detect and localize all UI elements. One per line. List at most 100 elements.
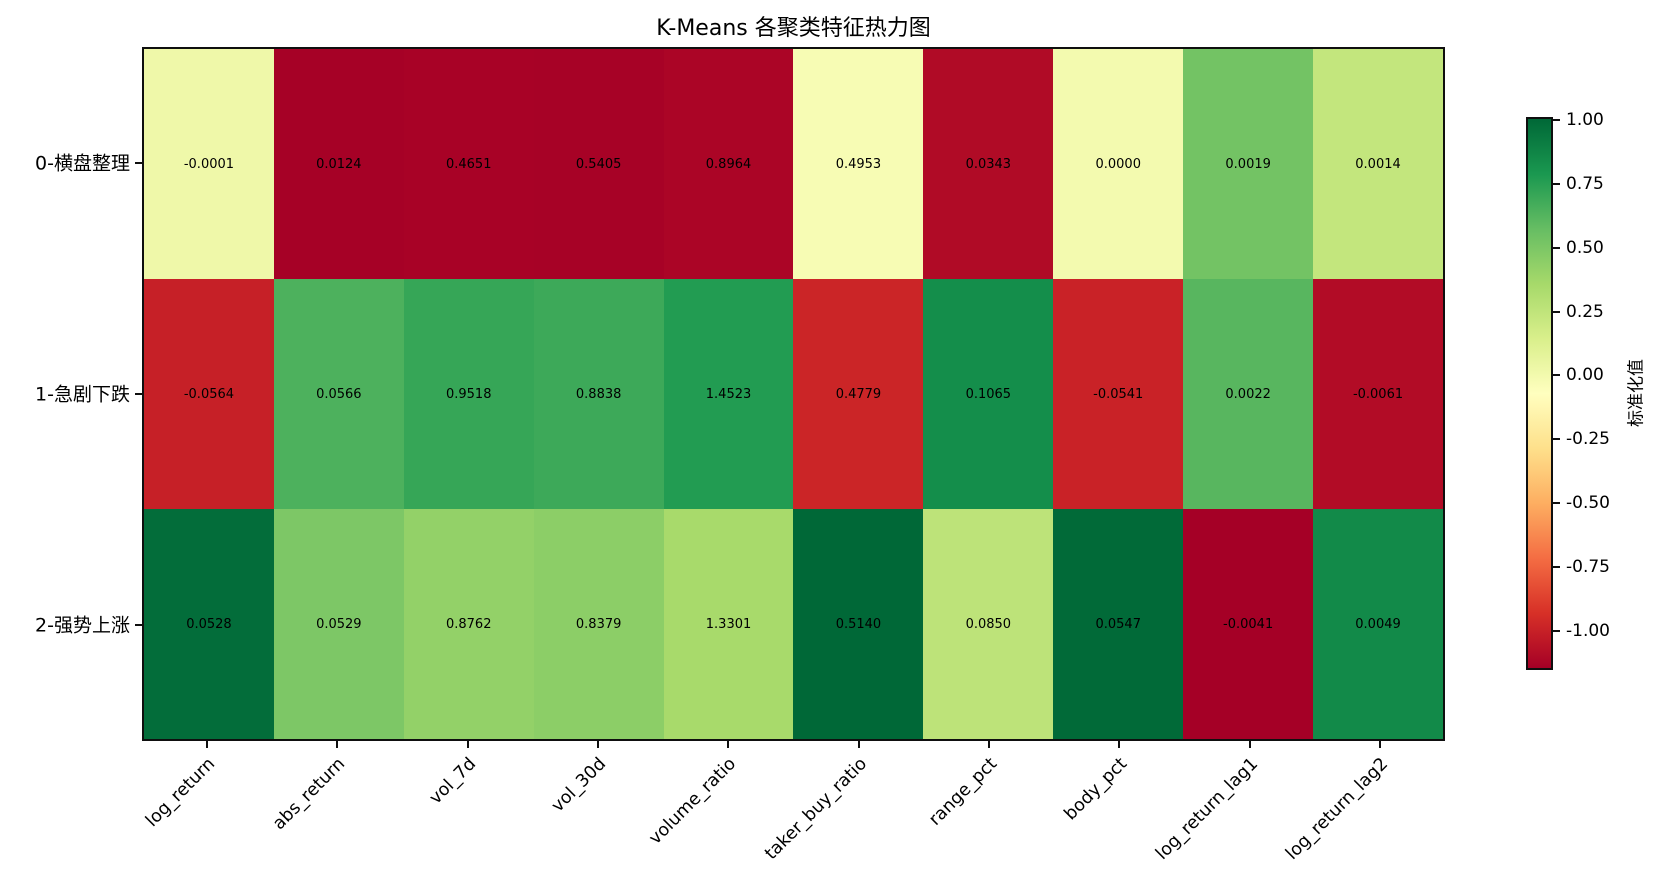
colorbar-tick-mark: [1553, 565, 1560, 568]
x-tick-label: body_pct: [1060, 754, 1132, 825]
colorbar-tick-label: 0.25: [1566, 301, 1604, 322]
colorbar-tick-label: -0.75: [1566, 556, 1610, 577]
cell-value: 0.4651: [445, 156, 492, 172]
y-tick-label: 1-急剧下跌: [35, 383, 130, 406]
chart-title: K-Means 各聚类特征热力图: [656, 16, 931, 41]
heatmap-cell: 0.0019: [1183, 49, 1314, 279]
x-tick-label: vol_7d: [425, 754, 480, 809]
cell-value: 0.4779: [835, 386, 882, 402]
colorbar: [1526, 117, 1553, 670]
x-tick-mark: [466, 741, 469, 748]
heatmap-cell: 0.5405: [533, 49, 664, 279]
heatmap-cell: 0.8762: [403, 509, 534, 739]
cell-value: 0.0528: [186, 616, 232, 632]
x-tick-mark: [727, 741, 730, 748]
x-tick-label: abs_return: [269, 754, 350, 835]
cell-value: 0.0014: [1355, 156, 1401, 172]
colorbar-tick-mark: [1553, 629, 1560, 632]
y-tick-label: 0-横盘整理: [35, 152, 130, 175]
heatmap-cell: -0.0541: [1053, 279, 1184, 509]
colorbar-tick-label: 0.00: [1566, 365, 1604, 386]
colorbar-tick-label: -1.00: [1566, 620, 1610, 641]
heatmap-cell: 0.1065: [923, 279, 1054, 509]
heatmap-cell: 0.8838: [533, 279, 664, 509]
x-tick-mark: [1248, 741, 1251, 748]
y-tick-mark: [135, 161, 142, 164]
cell-value: 0.0019: [1225, 156, 1271, 172]
x-tick-label: log_return: [142, 754, 220, 832]
cell-value: 1.3301: [705, 616, 752, 632]
x-tick-mark: [857, 741, 860, 748]
colorbar-tick-mark: [1553, 502, 1560, 505]
colorbar-tick-mark: [1553, 438, 1560, 441]
heatmap-cell: 0.0124: [273, 49, 404, 279]
x-tick-label: volume_ratio: [645, 754, 741, 849]
cell-value: 0.1065: [965, 386, 1012, 402]
cell-value: -0.0061: [1352, 386, 1404, 402]
x-tick-mark: [987, 741, 990, 748]
cell-value: -0.0541: [1093, 386, 1144, 402]
heatmap-cell: -0.0001: [144, 49, 274, 279]
cell-value: 0.8964: [705, 156, 752, 172]
cell-value: 0.0343: [965, 156, 1012, 172]
x-tick-mark: [1118, 741, 1121, 748]
cell-value: 0.8762: [445, 616, 492, 632]
colorbar-tick-label: 1.00: [1566, 110, 1604, 130]
colorbar-tick-mark: [1553, 374, 1560, 377]
colorbar-tick-mark: [1553, 182, 1560, 185]
heatmap-grid: -0.0001 0.0124 0.4651 0.5405 0.8964 0.4953 0.0…: [142, 47, 1445, 741]
heatmap-cell: 1.4523: [663, 279, 794, 509]
heatmap-cell: 0.0547: [1053, 509, 1184, 739]
cell-value: 0.0547: [1095, 616, 1141, 632]
x-tick-label: vol_30d: [547, 754, 611, 817]
colorbar-tick-label: -0.50: [1566, 493, 1610, 514]
cell-value: 0.8838: [575, 386, 622, 402]
y-tick-mark: [135, 624, 142, 627]
heatmap-cell: 0.8964: [663, 49, 794, 279]
heatmap-cell: 0.0014: [1313, 49, 1443, 279]
colorbar-axis-label: 标准化值: [1626, 359, 1647, 427]
cell-value: -0.0001: [183, 156, 235, 172]
x-tick-label: log_return_lag2: [1282, 754, 1392, 864]
heatmap-cell: 0.0343: [923, 49, 1054, 279]
heatmap-cell: 0.4779: [793, 279, 924, 509]
heatmap-cell: 0.4953: [793, 49, 924, 279]
cell-value: 0.0529: [316, 616, 362, 632]
cell-value: -0.0564: [183, 386, 235, 402]
x-tick-label: range_pct: [925, 754, 1002, 830]
heatmap-cell: 0.8379: [533, 509, 664, 739]
heatmap-cell: 0.0049: [1313, 509, 1443, 739]
heatmap-cell: 0.0850: [923, 509, 1054, 739]
cell-value: 0.0000: [1095, 156, 1141, 172]
heatmap-cell: 0.0528: [144, 509, 274, 739]
colorbar-tick-mark: [1553, 246, 1560, 249]
cell-value: 0.0566: [316, 386, 362, 402]
x-tick-label: log_return_lag1: [1151, 754, 1262, 864]
x-tick-mark: [597, 741, 600, 748]
x-tick-label: taker_buy_ratio: [760, 754, 871, 864]
y-tick-label: 2-强势上涨: [35, 614, 130, 637]
cell-value: 1.4523: [705, 386, 752, 402]
cell-value: 0.5405: [575, 156, 622, 172]
x-tick-mark: [336, 741, 339, 748]
heatmap-cell: 0.0022: [1183, 279, 1314, 509]
cell-value: 0.0049: [1355, 616, 1401, 632]
heatmap-cell: -0.0041: [1183, 509, 1314, 739]
heatmap-cell: 0.4651: [403, 49, 534, 279]
heatmap-cell: 0.9518: [403, 279, 534, 509]
heatmap-cell: 0.0566: [273, 279, 404, 509]
heatmap-cell: 0.0529: [273, 509, 404, 739]
cell-value: 0.9518: [445, 386, 492, 402]
colorbar-tick-mark: [1553, 310, 1560, 313]
heatmap-cell: -0.0061: [1313, 279, 1443, 509]
heatmap-cell: 1.3301: [663, 509, 794, 739]
colorbar-tick-label: 0.75: [1566, 173, 1604, 194]
cell-value: 0.8379: [575, 616, 622, 632]
colorbar-tick-label: -0.25: [1566, 429, 1610, 450]
x-tick-mark: [1378, 741, 1381, 748]
cell-value: 0.4953: [835, 156, 882, 172]
colorbar-tick-mark: [1553, 119, 1560, 121]
cell-value: 0.0850: [965, 616, 1012, 632]
cell-value: 0.0022: [1225, 386, 1271, 402]
